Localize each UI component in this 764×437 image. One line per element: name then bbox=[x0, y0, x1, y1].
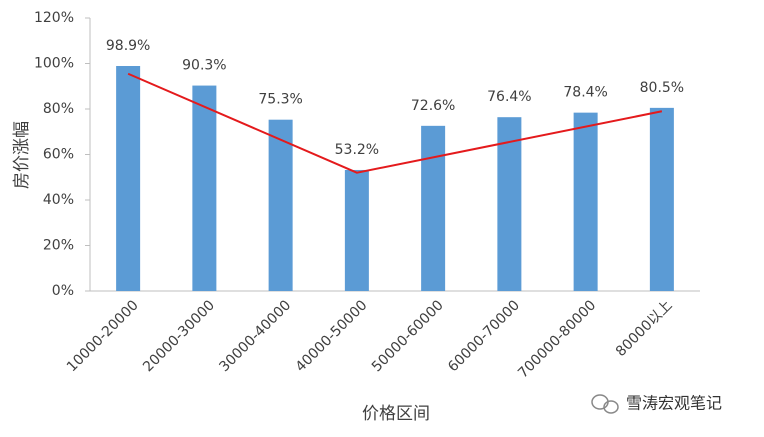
watermark-icon bbox=[591, 394, 619, 414]
x-tick-label: 30000-40000 bbox=[216, 297, 294, 375]
y-axis-title: 房价涨幅 bbox=[12, 121, 32, 189]
data-label: 90.3% bbox=[182, 58, 226, 74]
x-tick-label: 80000以上 bbox=[613, 297, 676, 360]
y-tick-label: 60% bbox=[43, 147, 74, 163]
x-axis-title: 价格区间 bbox=[362, 404, 430, 424]
data-label: 98.9% bbox=[106, 38, 150, 54]
y-tick-label: 0% bbox=[52, 283, 74, 299]
data-label: 80.5% bbox=[640, 80, 684, 96]
y-tick-label: 80% bbox=[43, 101, 74, 117]
bar bbox=[649, 107, 674, 291]
data-label: 78.4% bbox=[563, 85, 607, 101]
data-label: 76.4% bbox=[487, 89, 531, 105]
y-tick-label: 100% bbox=[34, 56, 74, 72]
x-tick-label: 10000-20000 bbox=[64, 297, 142, 375]
trend-line bbox=[127, 72, 663, 174]
y-tick-label: 120% bbox=[34, 10, 74, 26]
bar bbox=[116, 66, 141, 291]
y-tick-label: 40% bbox=[43, 192, 74, 208]
data-label: 53.2% bbox=[335, 142, 379, 158]
bar bbox=[268, 119, 293, 291]
x-tick-label: 700000-80000 bbox=[515, 297, 599, 381]
bar bbox=[421, 125, 446, 292]
bar bbox=[192, 85, 217, 291]
bar bbox=[573, 112, 598, 291]
bar bbox=[497, 117, 522, 291]
y-tick-label: 20% bbox=[43, 238, 74, 254]
x-tick-label: 50000-60000 bbox=[369, 297, 447, 375]
bar bbox=[344, 169, 369, 291]
x-tick-label: 40000-50000 bbox=[293, 297, 371, 375]
watermark: 雪涛宏观笔记 bbox=[626, 394, 722, 413]
data-label: 72.6% bbox=[411, 98, 455, 114]
data-label: 75.3% bbox=[258, 92, 302, 108]
x-tick-label: 20000-30000 bbox=[140, 297, 218, 375]
x-tick-label: 60000-70000 bbox=[445, 297, 523, 375]
